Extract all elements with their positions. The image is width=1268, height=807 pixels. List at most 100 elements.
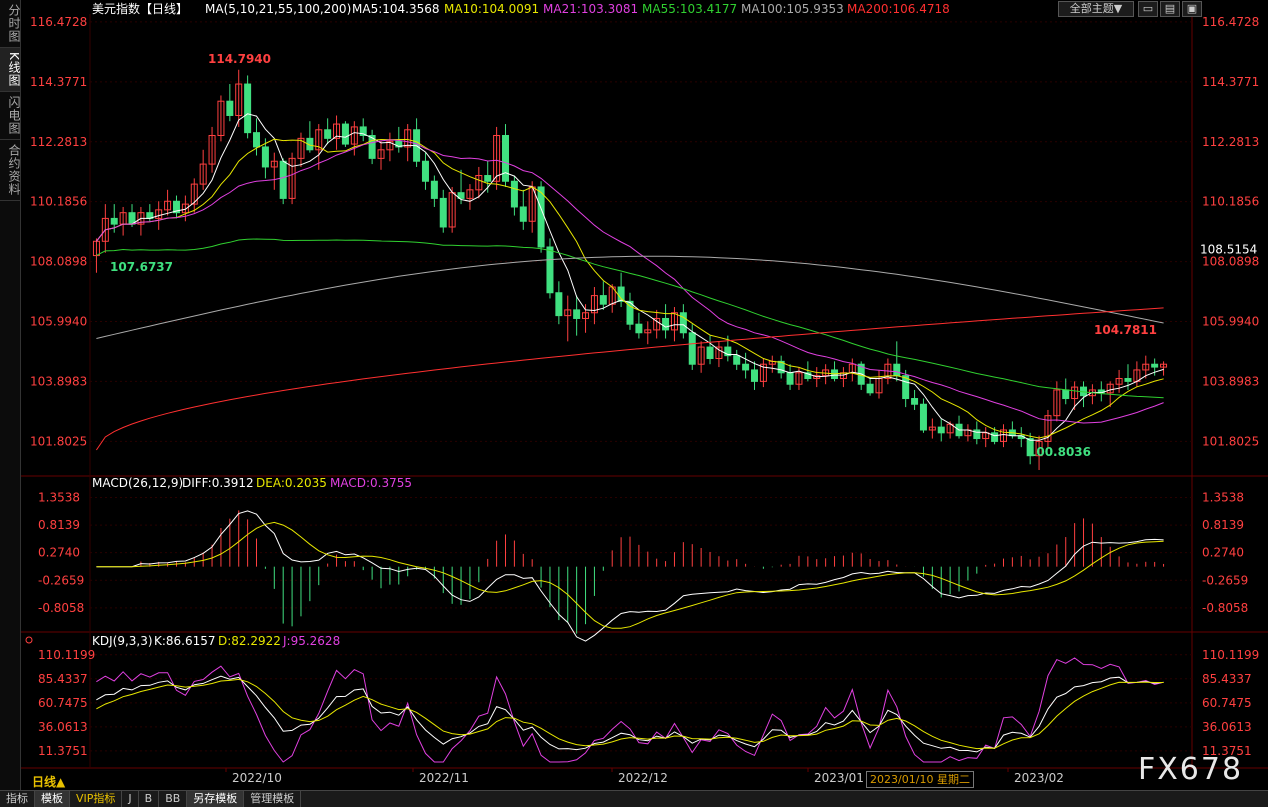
tab-manage-template[interactable]: 管理模板 xyxy=(244,791,302,807)
macd-tick-left: -0.8058 xyxy=(38,601,84,615)
ma-line-ma10 xyxy=(96,138,1164,439)
tab-flash[interactable]: 闪电图 xyxy=(0,92,21,140)
candle-body xyxy=(537,186,545,248)
candle-body xyxy=(804,372,812,380)
tab-b[interactable]: B xyxy=(139,791,160,807)
candle-body xyxy=(288,157,296,199)
candle-body xyxy=(662,317,670,331)
candle-body xyxy=(261,146,269,168)
candle-body xyxy=(919,403,927,431)
macd-tick-right: 0.2740 xyxy=(1202,546,1244,560)
tab-vip-indicator[interactable]: VIP指标 xyxy=(70,791,123,807)
bottom-toolbar: 指标 模板 VIP指标 J B BB 另存模板 管理模板 xyxy=(0,790,1268,807)
candle-body xyxy=(795,372,803,385)
ma-line-ma200 xyxy=(95,307,1164,451)
candle-body xyxy=(626,300,634,325)
tab-indicator[interactable]: 指标 xyxy=(0,791,35,807)
ma-line-ma100 xyxy=(96,255,1164,339)
candle-body xyxy=(670,312,678,331)
price-tick-right: 114.3771 xyxy=(1202,75,1259,89)
tab-timeshare[interactable]: 分时图 xyxy=(0,0,21,48)
candle-body xyxy=(466,189,474,199)
candle-body xyxy=(208,135,216,165)
candle-body xyxy=(297,137,305,159)
ma-value-label: MA55:103.4177 xyxy=(642,2,737,16)
candle-body xyxy=(457,192,465,199)
tab-template[interactable]: 模板 xyxy=(35,791,70,807)
kdj-j-line xyxy=(96,657,1164,763)
date-tick-label: 2022/11 xyxy=(419,771,469,785)
candle-body xyxy=(172,200,180,214)
candle-body xyxy=(510,180,518,208)
kdj-settings-icon xyxy=(25,636,33,644)
tab-j[interactable]: J xyxy=(122,791,139,807)
tab-save-template[interactable]: 另存模板 xyxy=(187,791,245,807)
kdj-tick-right: 60.7475 xyxy=(1202,696,1252,710)
candle-body xyxy=(279,160,287,199)
candle-body xyxy=(991,432,999,442)
price-tick-left: 112.2813 xyxy=(30,135,87,149)
macd-tick-right: 1.3538 xyxy=(1202,490,1244,504)
candle-body xyxy=(253,132,261,148)
candle-body xyxy=(519,206,527,222)
macd-dea-value: DEA:0.2035 xyxy=(256,476,327,490)
candle-body xyxy=(155,209,163,219)
high-annotation: 114.7940 xyxy=(208,52,271,66)
price-tick-left: 101.8025 xyxy=(30,434,87,448)
candle-body xyxy=(644,329,652,334)
candle-body xyxy=(599,295,607,305)
candle-body xyxy=(1035,440,1043,457)
window-tool-icon[interactable]: ▭ xyxy=(1138,1,1158,17)
candle-body xyxy=(1151,363,1159,368)
candle-body xyxy=(777,360,785,374)
kdj-tick-left: 110.1199 xyxy=(38,648,95,662)
theme-dropdown-button[interactable]: 全部主题▼ xyxy=(1058,1,1134,17)
candle-body xyxy=(635,323,643,334)
kdj-tick-left: 85.4337 xyxy=(38,672,88,686)
macd-macd-value: MACD:0.3755 xyxy=(330,476,412,490)
candle-body xyxy=(493,135,501,182)
chart-canvas[interactable]: 116.4728 116.4728 114.3771 114.3771 112.2813… xyxy=(0,0,1268,790)
kdj-d-value: D:82.2922 xyxy=(218,634,281,648)
price-tick-right: 108.0898 xyxy=(1202,255,1259,269)
ma-value-label: MA200:106.4718 xyxy=(847,2,950,16)
candle-body xyxy=(368,135,376,159)
candle-body xyxy=(786,372,794,385)
macd-tick-left: 0.2740 xyxy=(38,546,80,560)
candle-body xyxy=(502,135,510,182)
tab-bb[interactable]: BB xyxy=(159,791,188,807)
candle-body xyxy=(706,346,714,360)
candle-body xyxy=(555,292,563,317)
candle-body xyxy=(101,217,109,242)
tab-kline[interactable]: K线图 xyxy=(0,48,21,92)
candle-body xyxy=(750,369,758,382)
date-tick-label: 2023/01 xyxy=(814,771,864,785)
candle-body xyxy=(617,286,625,302)
macd-label: MACD(26,12,9) xyxy=(92,476,183,490)
candle-body xyxy=(999,429,1007,442)
candle-body xyxy=(421,160,429,182)
candle-body xyxy=(715,346,723,360)
cursor-date-label: 2023/01/10 星期二 xyxy=(866,771,974,788)
candle-body xyxy=(1142,363,1150,371)
ma-line-ma21 xyxy=(96,139,1164,424)
tab-contract-info[interactable]: 合约资料 xyxy=(0,140,21,201)
candle-body xyxy=(582,312,590,319)
ma-value-label: MA21:103.3081 xyxy=(543,2,638,16)
candle-body xyxy=(190,183,198,205)
macd-tick-right: -0.8058 xyxy=(1202,601,1248,615)
layout-tool-icon[interactable]: ▤ xyxy=(1160,1,1180,17)
grid-tool-icon[interactable]: ▣ xyxy=(1182,1,1202,17)
price-tick-left: 114.3771 xyxy=(30,75,87,89)
candle-body xyxy=(439,197,447,228)
candle-body xyxy=(377,149,385,159)
period-label[interactable]: 日线▲ xyxy=(32,775,66,789)
ma-value-label: MA10:104.0091 xyxy=(444,2,539,16)
candle-body xyxy=(333,123,341,139)
kdj-j-value: J:95.2628 xyxy=(282,634,340,648)
kdj-tick-left: 11.3751 xyxy=(38,744,88,758)
kdj-tick-left: 36.0613 xyxy=(38,720,88,734)
price-tick-right: 112.2813 xyxy=(1202,135,1259,149)
candle-body xyxy=(475,175,483,191)
macd-tick-left: 0.8139 xyxy=(38,518,80,532)
